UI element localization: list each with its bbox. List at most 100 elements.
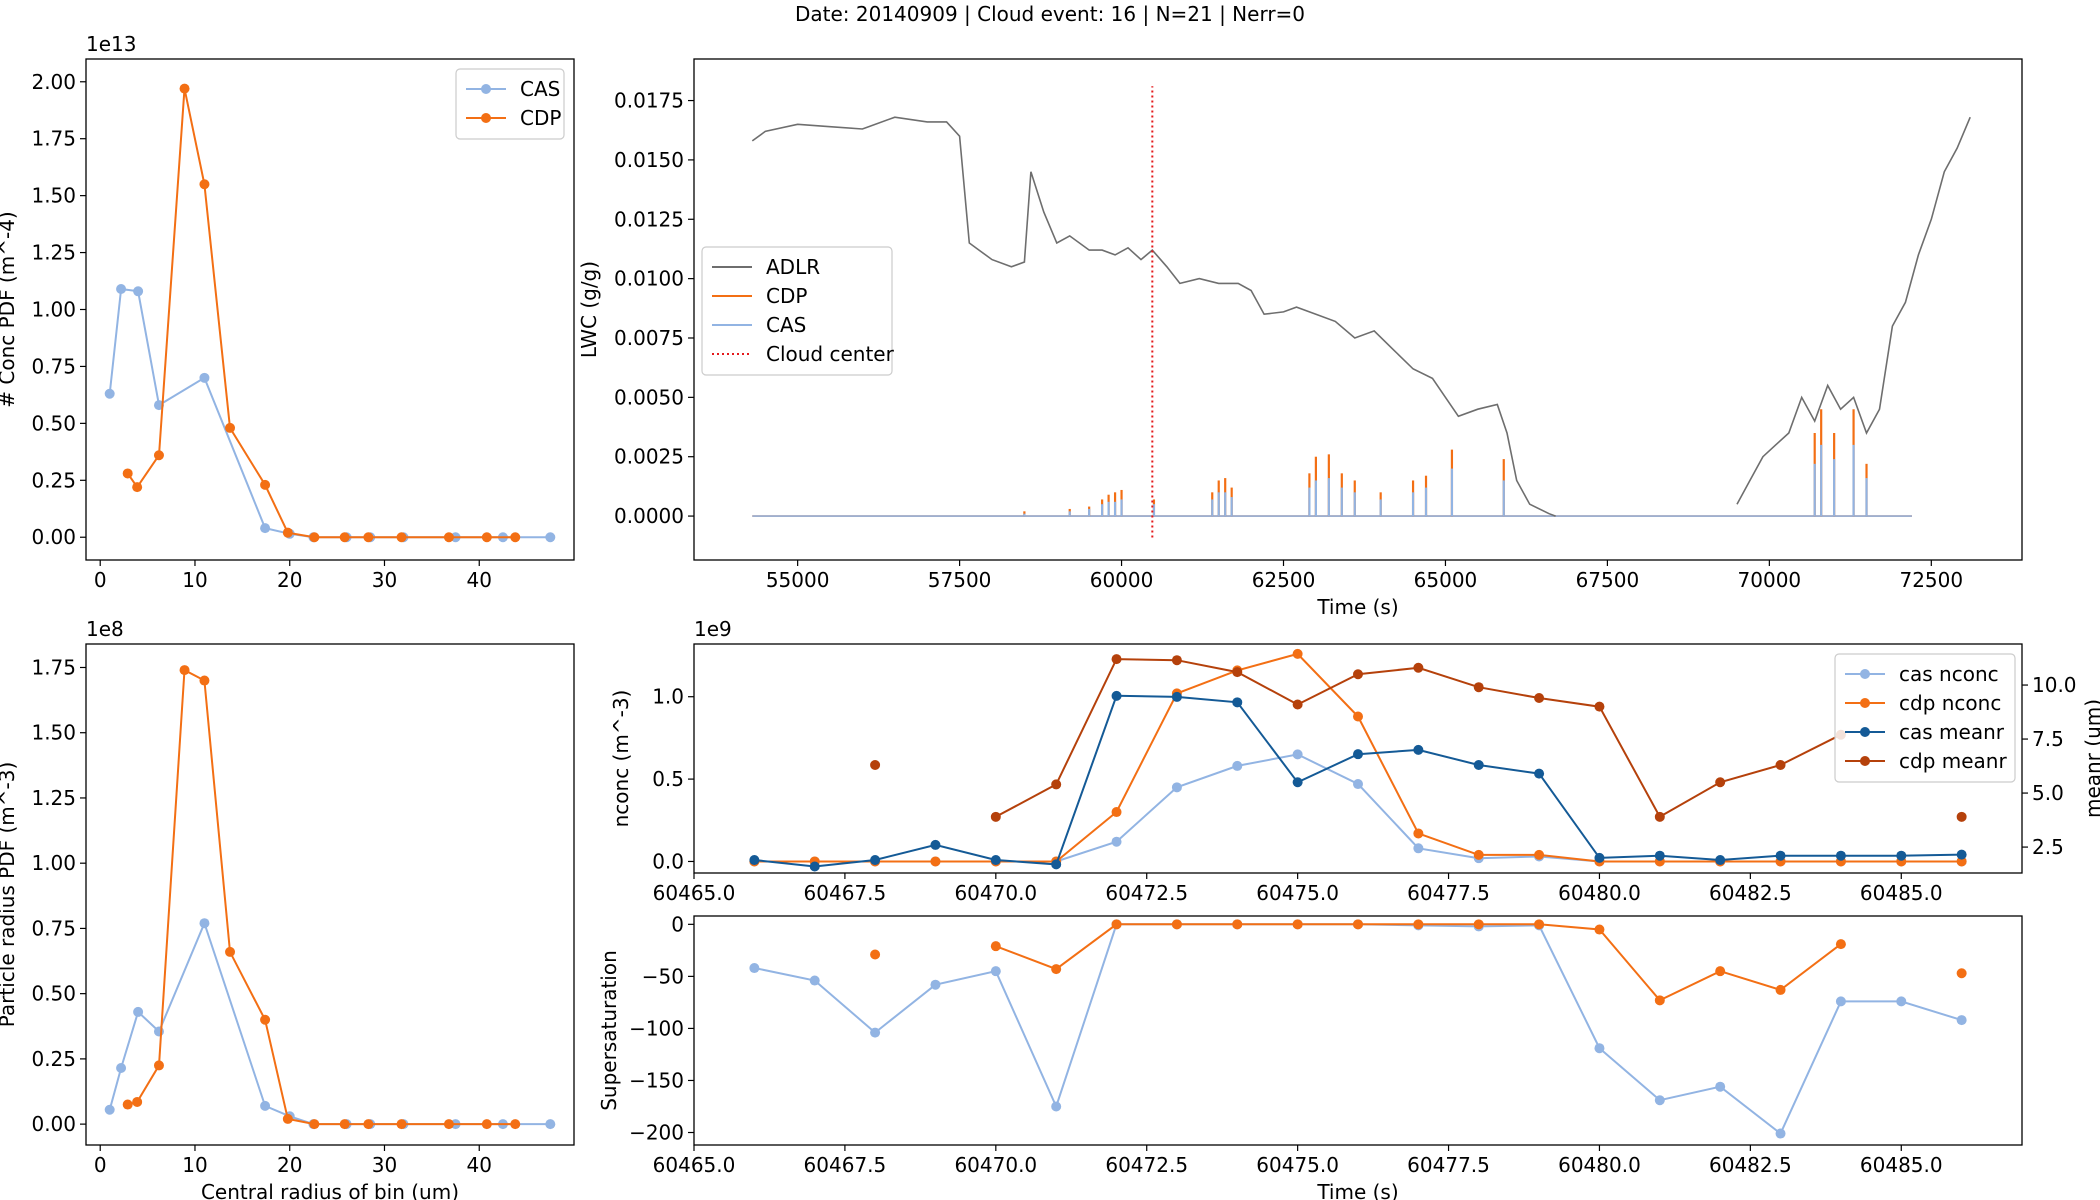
nconc_meanr-axes: 60465.0 60467.5 60470.0 60472.5 60475.0 60477…: [609, 617, 2023, 905]
nconc_meanr-xtick-label: 60485.0: [1860, 881, 1943, 905]
lwc_time-ytick-label: 0.0100: [614, 267, 684, 291]
nconc-cas-meanr-point: [1292, 777, 1303, 788]
radius-pdf-cas-point: [260, 1100, 271, 1111]
supersaturation-xtick-label: 60475.0: [1256, 1153, 1339, 1177]
radius_pdf-xlabel: Central radius of bin (um): [201, 1180, 459, 1200]
conc-pdf-cdp-point: [260, 479, 271, 490]
conc-pdf-cdp-point: [153, 450, 164, 461]
radius-pdf-cdp-point: [260, 1014, 271, 1025]
radius_pdf-ytick-label: 0.25: [31, 1047, 76, 1071]
nconc-cdp-meanr-line: [995, 658, 1842, 819]
nconc-cdp-nconc-point: [1292, 648, 1303, 659]
radius_pdf-ytick-label: 0.50: [31, 982, 76, 1006]
conc-pdf-cas-point: [116, 284, 127, 295]
lwc_time-xtick-label: 70000: [1738, 568, 1802, 592]
radius-pdf-cdp-point: [199, 675, 210, 686]
supersaturation-ytick-label: −150: [629, 1068, 684, 1092]
lwc_time-xtick-label: 62500: [1252, 568, 1316, 592]
nconc_meanr-xtick-label: 60480.0: [1558, 881, 1641, 905]
nconc-cdp-meanr-point: [990, 811, 1001, 822]
lwc-legend-label: CAS: [766, 313, 806, 337]
nconc-y2tick-label: 7.5: [2032, 727, 2064, 751]
supersat-cas-point: [1715, 1081, 1726, 1092]
supersat-cas-point: [1896, 996, 1907, 1007]
radius-pdf-cdp-point: [282, 1113, 293, 1124]
nconc-cdp-meanr-point: [1775, 759, 1786, 770]
conc_pdf-ytick-label: 1.75: [31, 127, 76, 151]
conc-pdf-cdp-point: [396, 532, 407, 543]
lwc-adlr-line-late: [1736, 116, 1971, 505]
conc-pdf-cdp-point: [443, 532, 454, 543]
lwc_time-ytick-label: 0.0075: [614, 326, 684, 350]
nconc-cas-nconc-point: [1171, 782, 1182, 793]
supersat-cas-point: [1051, 1101, 1062, 1112]
radius-pdf-cdp-point: [179, 665, 190, 676]
nconc-cdp-meanr-point: [1232, 667, 1243, 678]
lwc-legend-label: ADLR: [766, 255, 820, 279]
supersat-cdp-point: [1715, 966, 1726, 977]
conc-pdf-cas-point: [260, 523, 271, 534]
nconc-cas-meanr-point: [1473, 759, 1484, 770]
nconc-cas-meanr-point: [749, 855, 760, 866]
nconc_meanr-xtick-label: 60482.5: [1709, 881, 1792, 905]
nconc-y2tick-label: 5.0: [2032, 781, 2064, 805]
nconc-cas-meanr-point: [1171, 691, 1182, 702]
supersat-cdp-point: [1413, 919, 1424, 930]
supersaturation-ytick-label: 0: [671, 912, 684, 936]
conc_pdf-ytick-label: 1.00: [31, 298, 76, 322]
lwc_time-ytick-label: 0.0000: [614, 504, 684, 528]
supersat-cdp-point: [870, 949, 881, 960]
nconc-cdp-nconc-point: [1353, 711, 1363, 722]
supersaturation-axes: 60465.0 60467.5 60470.0 60472.5 60475.0 60477…: [597, 912, 2023, 1200]
supersat-cas-point: [1775, 1128, 1786, 1139]
lwc_time-xtick-label: 65000: [1414, 568, 1478, 592]
radius-pdf-cdp-point: [510, 1119, 521, 1130]
supersat-cdp-point: [1171, 919, 1182, 930]
nconc-cdp-meanr-point: [1534, 693, 1545, 704]
supersaturation-xtick-label: 60472.5: [1105, 1153, 1188, 1177]
supersat-cdp-point: [1292, 919, 1303, 930]
conc_pdf-ytick-label: 0.25: [31, 468, 76, 492]
radius-pdf-cdp-point: [443, 1119, 454, 1130]
conc_pdf-axes: 0 10 20 30 40 0.00 0.25 0.50 0.75 1.00 1.25 1.50 1.7…: [0, 32, 575, 592]
conc_pdf-xtick-label: 20: [277, 568, 302, 592]
nconc-cas-meanr-point: [1232, 697, 1243, 708]
lwc_time-ytick-label: 0.0175: [614, 89, 684, 113]
radius_pdf-ytick-label: 0.75: [31, 916, 76, 940]
nconc_meanr-ytick-label: 0.5: [652, 767, 684, 791]
nconc-cas-nconc-point: [1413, 843, 1424, 854]
nconc-cdp-nconc-point: [930, 856, 941, 867]
supersat-cas-point: [749, 963, 760, 974]
radius_pdf-xtick-label: 30: [372, 1153, 397, 1177]
supersat-cas-line: [754, 923, 1962, 1136]
conc_pdf-xtick-label: 40: [467, 568, 492, 592]
supersaturation-xtick-label: 60480.0: [1558, 1153, 1641, 1177]
nconc-cdp-nconc-point: [1111, 807, 1122, 818]
nconc-legend: cas nconc cdp nconc cas meanr cdp meanr: [1834, 653, 2016, 783]
nconc_meanr-xtick-label: 60472.5: [1105, 881, 1188, 905]
supersaturation-xtick-label: 60477.5: [1407, 1153, 1490, 1177]
nconc-cdp-meanr-point: [1111, 654, 1122, 665]
nconc-cas-meanr-point: [990, 855, 1001, 866]
supersat-cdp-point: [1654, 995, 1665, 1006]
supersat-cdp-point: [1594, 924, 1605, 935]
nconc-cdp-nconc-point: [1413, 828, 1424, 839]
lwc-legend-frame: [701, 246, 893, 376]
conc_pdf-offset-text: 1e13: [86, 32, 136, 56]
nconc_meanr-xtick-label: 60470.0: [954, 881, 1037, 905]
nconc_meanr-xtick-label: 60467.5: [804, 881, 887, 905]
radius-pdf-cdp-point: [225, 946, 236, 957]
conc-pdf-legend: CAS CDP: [455, 68, 565, 140]
lwc_time-ytick-label: 0.0025: [614, 445, 684, 469]
conc-pdf-cdp-point: [225, 422, 236, 433]
radius-pdf-cdp-point: [309, 1119, 320, 1130]
conc-pdf-cdp-point: [339, 532, 350, 543]
radius-pdf-cdp-point: [122, 1099, 133, 1110]
radius-pdf-cas-point: [116, 1063, 127, 1074]
supersat-cdp-point: [1111, 919, 1122, 930]
nconc_meanr-frame: [693, 643, 2023, 874]
nconc-cas-meanr-point: [1835, 850, 1846, 861]
nconc-y2tick-label: 2.5: [2032, 835, 2064, 859]
nconc-legend-marker: [1860, 698, 1870, 708]
